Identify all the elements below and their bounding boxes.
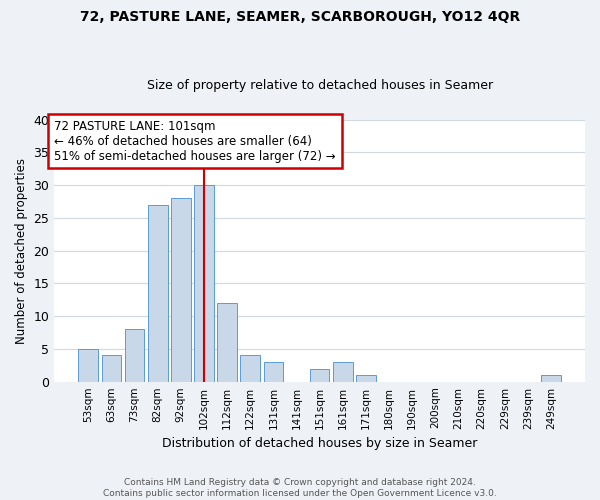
Y-axis label: Number of detached properties: Number of detached properties [15,158,28,344]
Bar [241,356,260,382]
Text: 72 PASTURE LANE: 101sqm
← 46% of detached houses are smaller (64)
51% of semi-de: 72 PASTURE LANE: 101sqm ← 46% of detache… [54,120,336,162]
Text: Contains HM Land Registry data © Crown copyright and database right 2024.
Contai: Contains HM Land Registry data © Crown c… [103,478,497,498]
Bar [356,375,376,382]
Bar [541,375,561,382]
X-axis label: Distribution of detached houses by size in Seamer: Distribution of detached houses by size … [162,437,478,450]
Bar [101,356,121,382]
Text: 72, PASTURE LANE, SEAMER, SCARBOROUGH, YO12 4QR: 72, PASTURE LANE, SEAMER, SCARBOROUGH, Y… [80,10,520,24]
Bar [217,303,237,382]
Bar [194,185,214,382]
Bar [310,368,329,382]
Bar [263,362,283,382]
Bar [333,362,353,382]
Bar [171,198,191,382]
Bar [125,330,145,382]
Bar [148,204,167,382]
Title: Size of property relative to detached houses in Seamer: Size of property relative to detached ho… [146,79,493,92]
Bar [79,349,98,382]
